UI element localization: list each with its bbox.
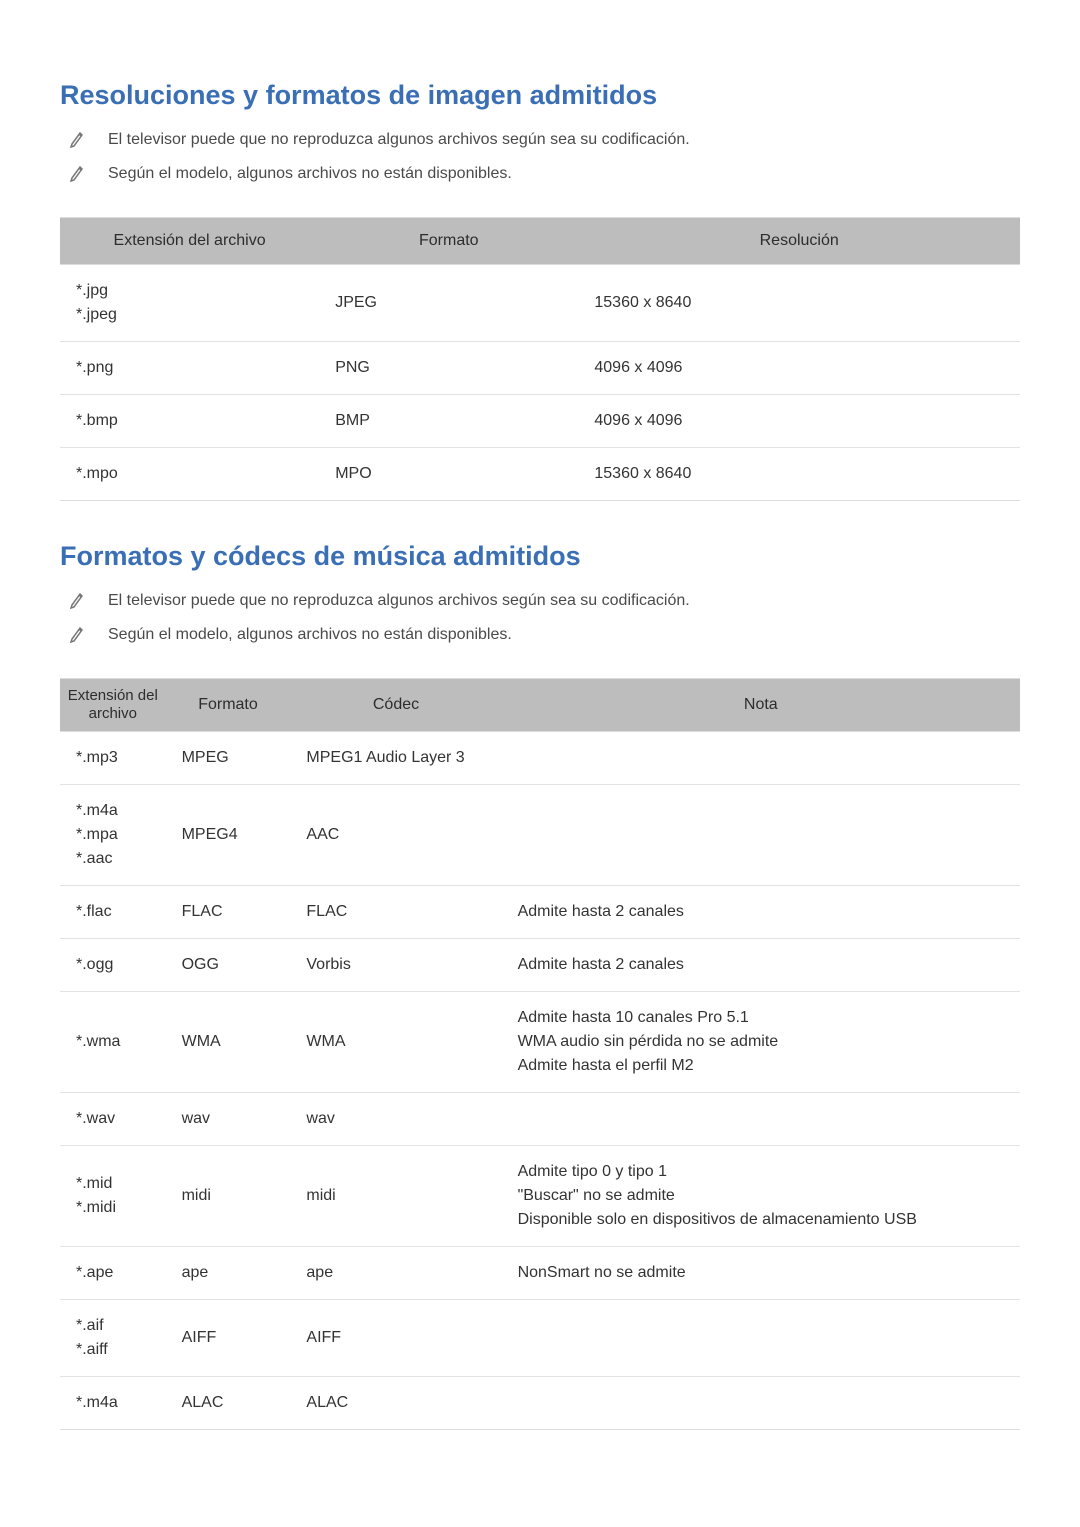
table-row: *.jpg *.jpegJPEG15360 x 8640 <box>60 265 1020 342</box>
cell-resolution: 15360 x 8640 <box>578 265 1020 342</box>
cell-codec: Vorbis <box>290 939 501 992</box>
cell-codec: midi <box>290 1146 501 1247</box>
cell-format: ape <box>166 1247 291 1300</box>
note-item: El televisor puede que no reproduzca alg… <box>70 592 1020 614</box>
image-formats-table: Extensión del archivo Formato Resolución… <box>60 217 1020 501</box>
cell-extension: *.m4a <box>60 1377 166 1430</box>
note-item: Según el modelo, algunos archivos no est… <box>70 626 1020 648</box>
cell-extension: *.aif *.aiff <box>60 1300 166 1377</box>
table-row: *.oggOGGVorbisAdmite hasta 2 canales <box>60 939 1020 992</box>
cell-codec: AAC <box>290 785 501 886</box>
cell-codec: AIFF <box>290 1300 501 1377</box>
table-header-row: Extensión del archivo Formato Códec Nota <box>60 679 1020 732</box>
header-extension: Extensión del archivo <box>60 679 166 732</box>
cell-extension: *.wma <box>60 992 166 1093</box>
cell-codec: wav <box>290 1093 501 1146</box>
cell-codec: WMA <box>290 992 501 1093</box>
cell-format: ALAC <box>166 1377 291 1430</box>
cell-extension: *.mid *.midi <box>60 1146 166 1247</box>
table-row: *.mpoMPO15360 x 8640 <box>60 448 1020 501</box>
pencil-icon <box>70 165 90 187</box>
image-formats-heading: Resoluciones y formatos de imagen admiti… <box>60 80 1020 111</box>
header-note: Nota <box>502 679 1020 732</box>
cell-format: MPO <box>319 448 578 501</box>
cell-extension: *.jpg *.jpeg <box>60 265 319 342</box>
cell-resolution: 4096 x 4096 <box>578 342 1020 395</box>
cell-codec: FLAC <box>290 886 501 939</box>
note-item: El televisor puede que no reproduzca alg… <box>70 131 1020 153</box>
header-resolution: Resolución <box>578 218 1020 265</box>
pencil-icon <box>70 626 90 648</box>
cell-extension: *.mpo <box>60 448 319 501</box>
table-row: *.m4a *.mpa *.aacMPEG4AAC <box>60 785 1020 886</box>
cell-extension: *.ogg <box>60 939 166 992</box>
table-row: *.mid *.midimidimidiAdmite tipo 0 y tipo… <box>60 1146 1020 1247</box>
cell-extension: *.mp3 <box>60 732 166 785</box>
note-text: El televisor puede que no reproduzca alg… <box>108 131 690 149</box>
header-codec: Códec <box>290 679 501 732</box>
cell-format: PNG <box>319 342 578 395</box>
header-format: Formato <box>166 679 291 732</box>
cell-extension: *.flac <box>60 886 166 939</box>
cell-format: OGG <box>166 939 291 992</box>
cell-extension: *.bmp <box>60 395 319 448</box>
header-extension: Extensión del archivo <box>60 218 319 265</box>
cell-resolution: 4096 x 4096 <box>578 395 1020 448</box>
image-notes-list: El televisor puede que no reproduzca alg… <box>60 131 1020 187</box>
cell-note: Admite tipo 0 y tipo 1 "Buscar" no se ad… <box>502 1146 1020 1247</box>
table-row: *.wavwavwav <box>60 1093 1020 1146</box>
cell-note <box>502 1377 1020 1430</box>
table-row: *.mp3MPEGMPEG1 Audio Layer 3 <box>60 732 1020 785</box>
table-row: *.pngPNG4096 x 4096 <box>60 342 1020 395</box>
cell-note: Admite hasta 10 canales Pro 5.1 WMA audi… <box>502 992 1020 1093</box>
cell-extension: *.wav <box>60 1093 166 1146</box>
cell-note <box>502 1300 1020 1377</box>
music-formats-table: Extensión del archivo Formato Códec Nota… <box>60 678 1020 1430</box>
table-row: *.flacFLACFLACAdmite hasta 2 canales <box>60 886 1020 939</box>
cell-format: wav <box>166 1093 291 1146</box>
table-row: *.aif *.aiffAIFFAIFF <box>60 1300 1020 1377</box>
cell-extension: *.png <box>60 342 319 395</box>
pencil-icon <box>70 592 90 614</box>
cell-codec: MPEG1 Audio Layer 3 <box>290 732 501 785</box>
table-row: *.apeapeapeNonSmart no se admite <box>60 1247 1020 1300</box>
cell-format: AIFF <box>166 1300 291 1377</box>
cell-format: midi <box>166 1146 291 1247</box>
cell-format: JPEG <box>319 265 578 342</box>
note-text: El televisor puede que no reproduzca alg… <box>108 592 690 610</box>
cell-extension: *.ape <box>60 1247 166 1300</box>
note-item: Según el modelo, algunos archivos no est… <box>70 165 1020 187</box>
cell-note: Admite hasta 2 canales <box>502 886 1020 939</box>
table-row: *.bmpBMP4096 x 4096 <box>60 395 1020 448</box>
cell-format: BMP <box>319 395 578 448</box>
cell-resolution: 15360 x 8640 <box>578 448 1020 501</box>
cell-note <box>502 1093 1020 1146</box>
cell-note <box>502 785 1020 886</box>
cell-format: WMA <box>166 992 291 1093</box>
cell-note: NonSmart no se admite <box>502 1247 1020 1300</box>
music-formats-heading: Formatos y códecs de música admitidos <box>60 541 1020 572</box>
cell-note: Admite hasta 2 canales <box>502 939 1020 992</box>
pencil-icon <box>70 131 90 153</box>
cell-note <box>502 732 1020 785</box>
cell-format: MPEG4 <box>166 785 291 886</box>
music-notes-list: El televisor puede que no reproduzca alg… <box>60 592 1020 648</box>
table-row: *.wmaWMAWMAAdmite hasta 10 canales Pro 5… <box>60 992 1020 1093</box>
note-text: Según el modelo, algunos archivos no est… <box>108 626 512 644</box>
cell-format: FLAC <box>166 886 291 939</box>
note-text: Según el modelo, algunos archivos no est… <box>108 165 512 183</box>
table-header-row: Extensión del archivo Formato Resolución <box>60 218 1020 265</box>
table-row: *.m4aALACALAC <box>60 1377 1020 1430</box>
cell-codec: ALAC <box>290 1377 501 1430</box>
cell-extension: *.m4a *.mpa *.aac <box>60 785 166 886</box>
cell-format: MPEG <box>166 732 291 785</box>
header-format: Formato <box>319 218 578 265</box>
cell-codec: ape <box>290 1247 501 1300</box>
